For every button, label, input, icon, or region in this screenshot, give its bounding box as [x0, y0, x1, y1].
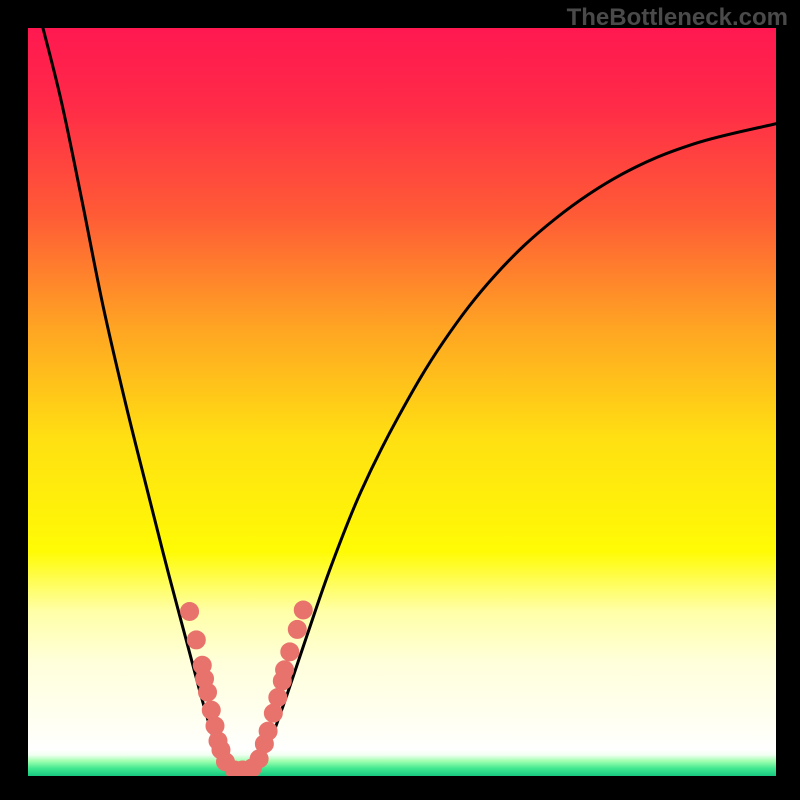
data-marker	[269, 688, 287, 706]
data-marker	[288, 620, 306, 638]
gradient-background	[28, 28, 776, 776]
data-marker	[199, 683, 217, 701]
chart-container: TheBottleneck.com	[0, 0, 800, 800]
data-marker	[181, 602, 199, 620]
data-marker	[187, 631, 205, 649]
data-marker	[202, 701, 220, 719]
data-marker	[259, 722, 277, 740]
plot-svg	[28, 28, 776, 776]
plot-area	[28, 28, 776, 776]
watermark-text: TheBottleneck.com	[567, 4, 788, 32]
data-marker	[294, 601, 312, 619]
data-marker	[264, 704, 282, 722]
data-marker	[276, 661, 294, 679]
data-marker	[281, 643, 299, 661]
